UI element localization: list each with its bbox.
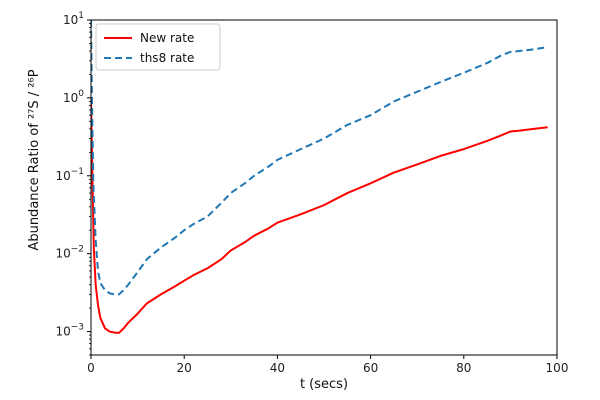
y-tick-label: 101: [63, 11, 84, 27]
x-tick-label: 100: [546, 361, 569, 375]
y-tick-label: 100: [63, 89, 84, 105]
y-tick-label: 10−3: [55, 323, 84, 339]
x-tick-label: 40: [270, 361, 285, 375]
x-tick-label: 60: [363, 361, 378, 375]
x-axis-ticks: 0 20 40 60 80 100: [87, 355, 568, 375]
x-tick-label: 0: [87, 361, 95, 375]
series-line-new-rate: [91, 101, 548, 334]
legend: New rate ths8 rate: [95, 23, 221, 71]
y-tick-label: 10−2: [55, 245, 84, 261]
x-tick-label: 20: [177, 361, 192, 375]
legend-label: New rate: [140, 31, 194, 45]
y-tick-label: 10−1: [55, 167, 84, 183]
series-line-ths8-rate: [91, 20, 548, 296]
legend-label: ths8 rate: [140, 51, 194, 65]
y-axis-ticks: 10−3 10−2 10−1 100 101: [55, 11, 91, 356]
x-axis-label: t (secs): [300, 377, 348, 392]
x-tick-label: 80: [456, 361, 471, 375]
y-axis-label: Abundance Ratio of ²⁷S / ²⁶P: [27, 69, 42, 250]
